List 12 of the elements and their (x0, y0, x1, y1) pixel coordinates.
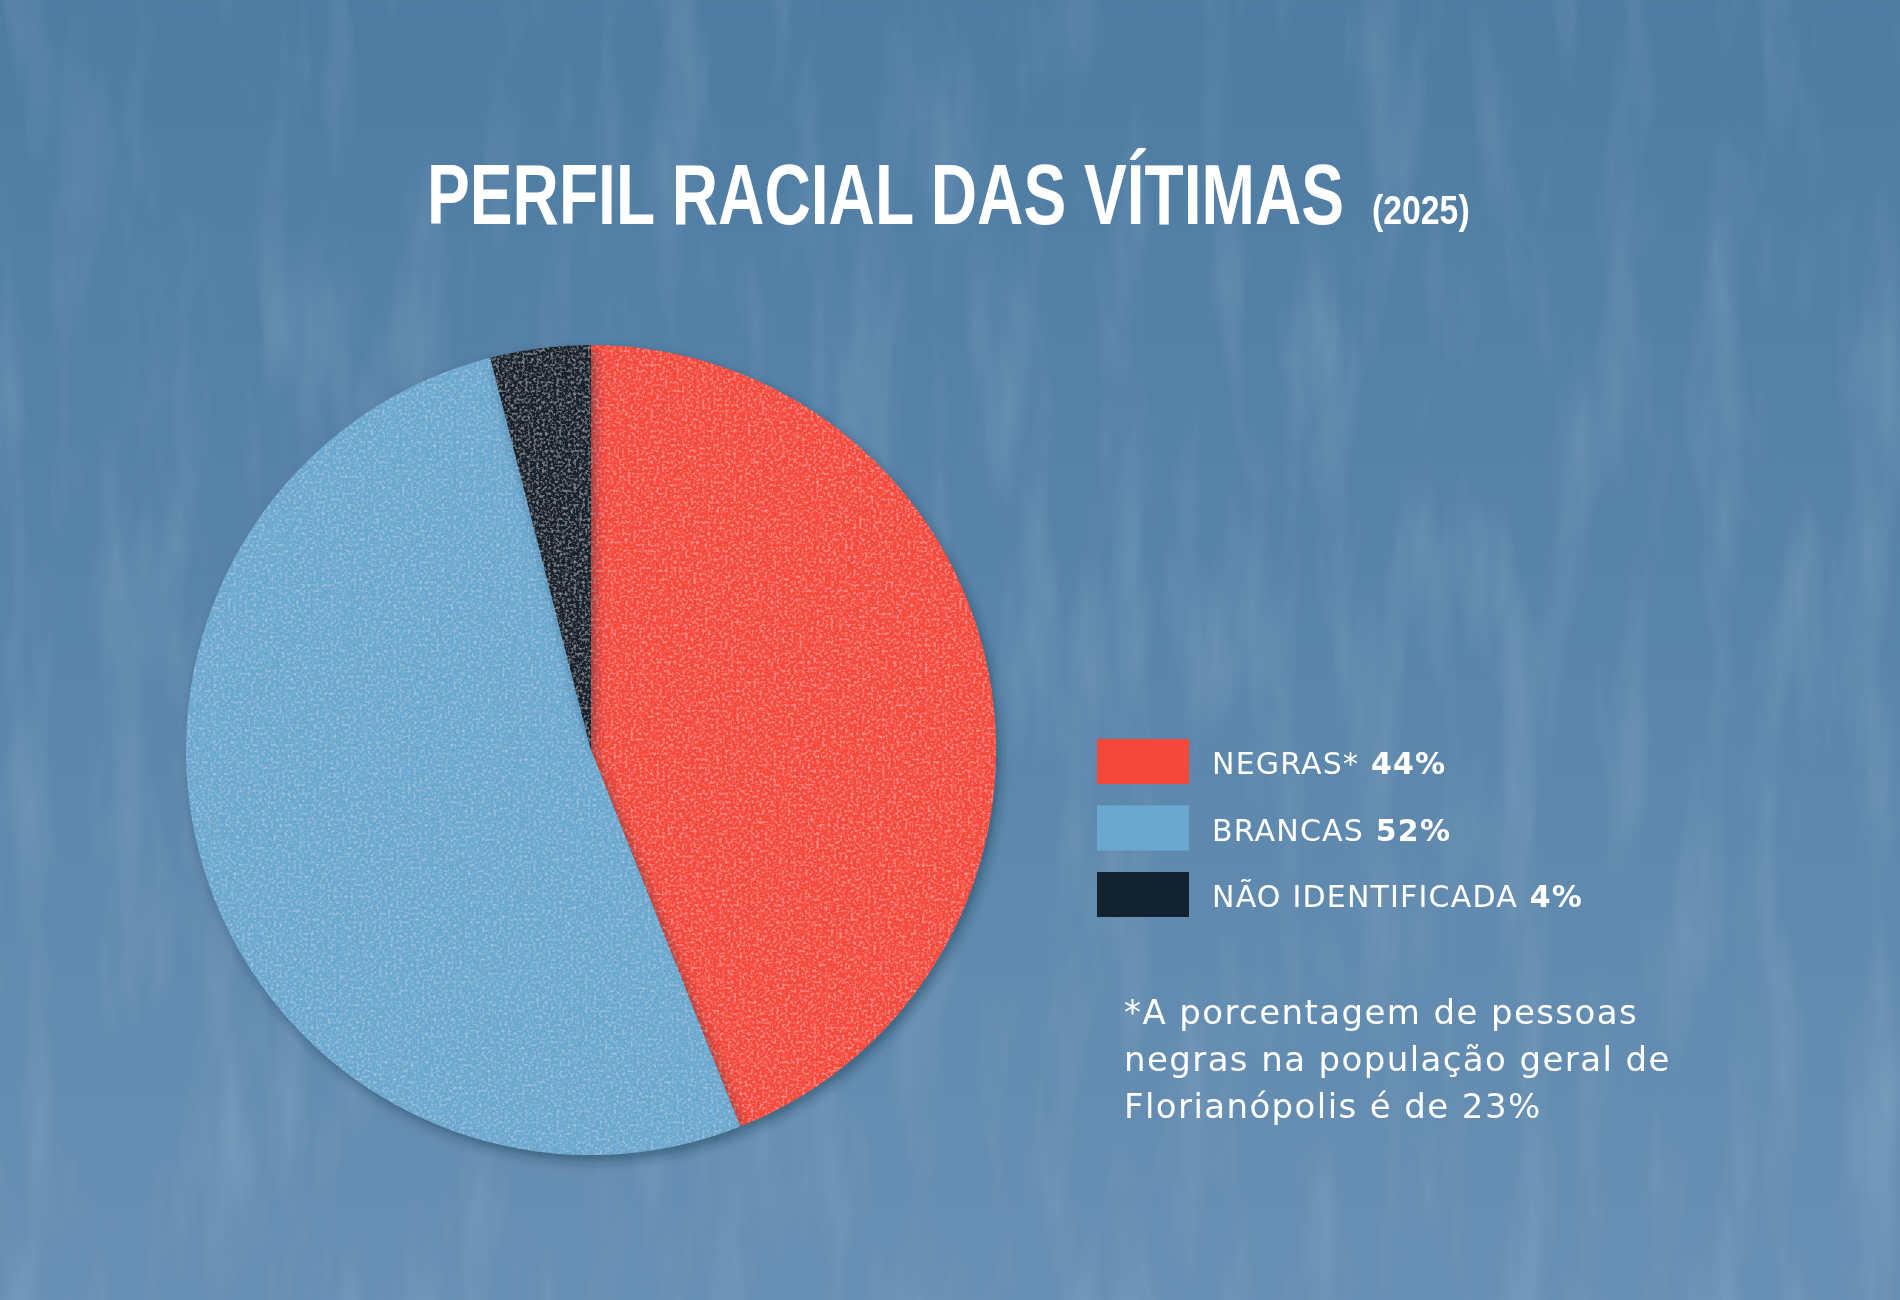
pie-slice (591, 345, 996, 1127)
pie-slice (186, 357, 741, 1155)
data-label: 4% (1517, 879, 1583, 914)
legend-label: NÃO IDENTIFICADA (1212, 879, 1518, 914)
chart-title: PERFIL RACIAL DAS VÍTIMAS (427, 145, 1345, 243)
text: *A porcentagem de pessoas negras na população geral de Florianópolis é de 23% (1124, 992, 1671, 1126)
data-label: 44% (1359, 746, 1447, 781)
legend-label: NEGRAS* (1212, 746, 1360, 781)
legend-label: BRANCAS (1212, 812, 1365, 848)
data-label: 52% (1364, 812, 1452, 848)
chart-subtitle: (2025) (1372, 187, 1470, 233)
pie-slice (490, 345, 591, 750)
